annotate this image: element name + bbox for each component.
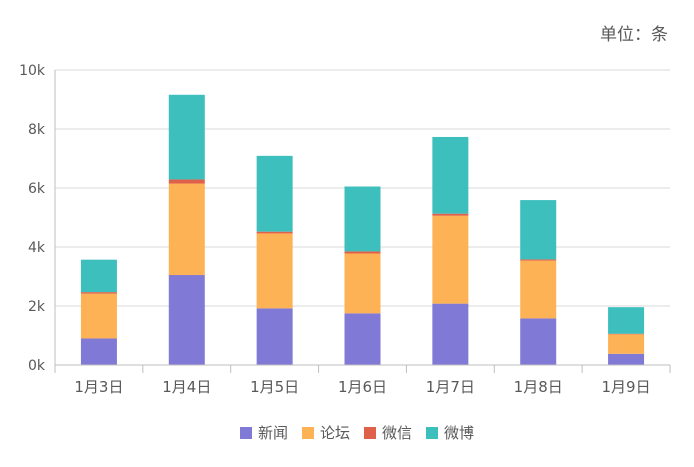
bar-segment [608,353,645,365]
bar-segment [608,307,645,334]
bar-segment [520,260,557,319]
legend-swatch [426,427,438,439]
x-tick-label: 1月7日 [426,378,475,396]
bar-segment [80,293,117,339]
bar-segment [432,213,469,216]
legend-label: 微信 [382,424,412,442]
bar-segment [432,136,469,214]
bar-segment [608,334,645,354]
legend-label: 论坛 [320,424,350,442]
bar-segment [520,259,557,261]
x-tick-label: 1月3日 [74,378,123,396]
bar-segment [344,253,381,314]
bar-segment [344,313,381,365]
bar-segment [80,338,117,365]
legend-swatch [302,427,314,439]
bar-segment [256,308,293,365]
unit-note: 单位：条 [600,25,668,45]
bar-segment [344,251,381,254]
legend-label: 新闻 [258,424,288,442]
y-tick-label: 8k [28,122,46,138]
legend-swatch [240,427,252,439]
y-tick-label: 10k [19,63,46,79]
legend-swatch [364,427,376,439]
bar-segment [432,215,469,304]
y-tick-label: 2k [28,299,46,315]
y-tick-label: 4k [28,240,46,256]
bar-segment [520,318,557,365]
x-tick-label: 1月6日 [338,378,387,396]
legend-label: 微博 [444,424,474,442]
bar-segment [168,275,205,365]
x-tick-label: 1月5日 [250,378,299,396]
bar-segment [168,94,205,180]
bar-segment [344,186,381,252]
bar-segment [256,233,293,309]
bar-segment [256,231,293,234]
bar-segment [80,292,117,294]
x-tick-label: 1月9日 [602,378,651,396]
bar-segment [520,200,557,260]
x-tick-label: 1月4日 [162,378,211,396]
bar-segment [432,303,469,365]
bar-segment [80,259,117,293]
y-tick-label: 0k [28,358,46,374]
bar-segment [168,179,205,184]
x-tick-label: 1月8日 [514,378,563,396]
y-tick-label: 6k [28,181,46,197]
bar-segment [256,155,293,232]
bar-segment [608,333,645,335]
bar-segment [168,183,205,276]
